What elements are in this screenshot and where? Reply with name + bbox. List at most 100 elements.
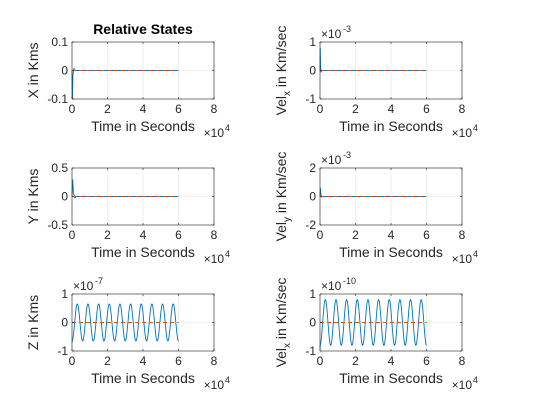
y-axis-label: Z in Kms bbox=[25, 295, 41, 350]
x-axis-multiplier: ×10 bbox=[452, 252, 473, 266]
x-tick-label: 6 bbox=[175, 354, 182, 368]
x-tick-label: 2 bbox=[104, 354, 111, 368]
y-tick-label: 1 bbox=[309, 287, 316, 301]
x-axis-multiplier: ×10 bbox=[204, 378, 225, 392]
y-axis-multiplier-exponent: -3 bbox=[343, 24, 351, 34]
y-tick-label: 0.1 bbox=[51, 35, 68, 49]
y-tick-label: -0.1 bbox=[47, 92, 68, 106]
x-tick-label: 4 bbox=[140, 102, 147, 116]
x-axis-label: Time in Seconds bbox=[339, 244, 443, 260]
x-axis-multiplier-exponent: 4 bbox=[473, 123, 478, 133]
y-axis-label-main: Vel bbox=[273, 348, 289, 367]
chart-title: Relative States bbox=[93, 21, 193, 37]
x-axis-multiplier: ×10 bbox=[204, 252, 225, 266]
y-tick-label: -1 bbox=[305, 92, 316, 106]
series-line-1 bbox=[319, 47, 427, 73]
x-tick-label: 2 bbox=[352, 228, 359, 242]
y-axis-label-subscript: x bbox=[282, 91, 293, 96]
y-tick-label: 1 bbox=[309, 35, 316, 49]
series-line-1 bbox=[319, 299, 427, 350]
x-tick-label: 4 bbox=[388, 102, 395, 116]
y-axis-label: Velx in Km/sec bbox=[273, 26, 293, 116]
x-axis-label: Time in Seconds bbox=[339, 118, 443, 134]
x-tick-label: 0 bbox=[69, 102, 76, 116]
y-axis-label-subscript: x bbox=[282, 343, 293, 348]
y-axis-label: Velx in Km/sec bbox=[273, 278, 293, 368]
x-tick-label: 6 bbox=[423, 354, 430, 368]
x-axis-label: Time in Seconds bbox=[91, 118, 195, 134]
x-tick-label: 0 bbox=[317, 102, 324, 116]
x-tick-label: 6 bbox=[423, 102, 430, 116]
x-tick-label: 8 bbox=[459, 354, 466, 368]
x-tick-label: 2 bbox=[104, 228, 111, 242]
x-tick-label: 8 bbox=[211, 354, 218, 368]
x-axis-label: Time in Seconds bbox=[91, 244, 195, 260]
x-tick-label: 0 bbox=[69, 228, 76, 242]
x-axis-multiplier-exponent: 4 bbox=[473, 375, 478, 385]
y-tick-label: 0 bbox=[309, 316, 316, 330]
y-axis-label-units: in Km/sec bbox=[273, 26, 289, 91]
x-tick-label: 2 bbox=[352, 354, 359, 368]
x-tick-label: 2 bbox=[104, 102, 111, 116]
x-tick-label: 0 bbox=[317, 354, 324, 368]
x-tick-label: 4 bbox=[140, 354, 147, 368]
y-tick-label: 0 bbox=[61, 64, 68, 78]
x-tick-label: 6 bbox=[175, 228, 182, 242]
y-tick-label: 0 bbox=[61, 316, 68, 330]
y-axis-label: Y in Kms bbox=[25, 169, 41, 225]
y-tick-label: 0.5 bbox=[51, 161, 68, 175]
x-tick-label: 8 bbox=[211, 102, 218, 116]
series-line-1 bbox=[319, 187, 427, 198]
series-line-1 bbox=[71, 303, 179, 343]
y-axis-multiplier: ×10 bbox=[321, 153, 342, 167]
y-tick-label: -1 bbox=[305, 344, 316, 358]
y-axis-multiplier: ×10 bbox=[321, 27, 342, 41]
y-axis-multiplier: ×10 bbox=[321, 279, 342, 293]
y-axis-label-units: in Km/sec bbox=[273, 152, 289, 217]
x-axis-multiplier-exponent: 4 bbox=[225, 123, 230, 133]
series-line-1 bbox=[71, 179, 179, 199]
x-tick-label: 6 bbox=[175, 102, 182, 116]
y-tick-label: -1 bbox=[57, 344, 68, 358]
x-axis-multiplier-exponent: 4 bbox=[225, 249, 230, 259]
x-axis-multiplier-exponent: 4 bbox=[225, 375, 230, 385]
x-tick-label: 8 bbox=[459, 102, 466, 116]
y-tick-label: -2 bbox=[305, 218, 316, 232]
x-axis-multiplier-exponent: 4 bbox=[473, 249, 478, 259]
y-axis-label: X in Kms bbox=[25, 42, 41, 98]
y-tick-label: 1 bbox=[61, 287, 68, 301]
y-tick-label: 2 bbox=[309, 161, 316, 175]
x-axis-label: Time in Seconds bbox=[339, 370, 443, 386]
x-tick-label: 0 bbox=[69, 354, 76, 368]
x-tick-label: 4 bbox=[140, 228, 147, 242]
y-axis-label: Vely in Km/sec bbox=[273, 152, 293, 242]
x-tick-label: 4 bbox=[388, 354, 395, 368]
y-axis-label-main: Vel bbox=[273, 96, 289, 115]
x-tick-label: 0 bbox=[317, 228, 324, 242]
x-tick-label: 2 bbox=[352, 102, 359, 116]
x-tick-label: 4 bbox=[388, 228, 395, 242]
x-tick-label: 6 bbox=[423, 228, 430, 242]
y-axis-label-units: in Km/sec bbox=[273, 278, 289, 343]
y-axis-multiplier-exponent: -7 bbox=[95, 276, 103, 286]
y-axis-multiplier: ×10 bbox=[73, 279, 94, 293]
x-axis-label: Time in Seconds bbox=[91, 370, 195, 386]
y-tick-label: 0 bbox=[61, 190, 68, 204]
y-axis-multiplier-exponent: -3 bbox=[343, 150, 351, 160]
y-axis-multiplier-exponent: -10 bbox=[343, 276, 356, 286]
y-tick-label: 0 bbox=[309, 64, 316, 78]
y-tick-label: -0.5 bbox=[47, 218, 68, 232]
x-tick-label: 8 bbox=[459, 228, 466, 242]
series-line-1 bbox=[71, 68, 179, 100]
x-axis-multiplier: ×10 bbox=[452, 126, 473, 140]
y-axis-label-subscript: y bbox=[282, 217, 293, 222]
x-axis-multiplier: ×10 bbox=[204, 126, 225, 140]
x-axis-multiplier: ×10 bbox=[452, 378, 473, 392]
